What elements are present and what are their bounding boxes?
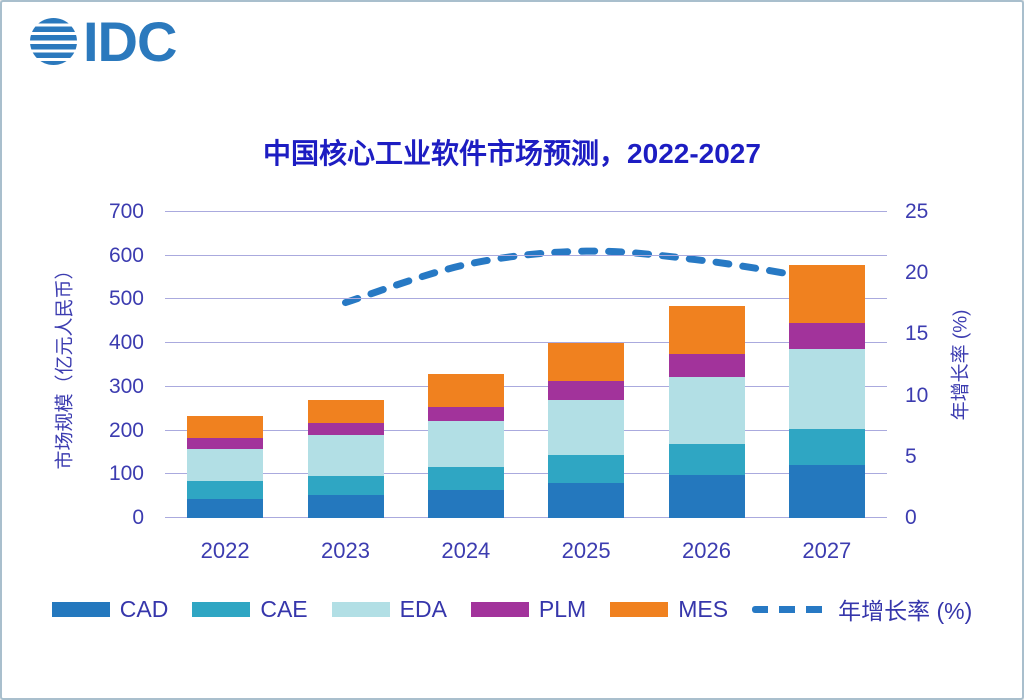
legend-item-mes: MES xyxy=(610,596,728,623)
y-axis-tick-left: 100 xyxy=(108,462,144,486)
legend-swatch-cad xyxy=(51,601,110,617)
bar-segment-cad-2024 xyxy=(427,489,504,518)
bar-segment-mes-2025 xyxy=(548,343,625,382)
bar-segment-cae-2025 xyxy=(548,454,625,484)
legend-label: 年增长率 (%) xyxy=(838,598,973,624)
bar-segment-cad-2026 xyxy=(668,475,745,518)
legend-label: CAD xyxy=(119,595,169,622)
y-axis-tick-right: 20 xyxy=(905,261,929,285)
gridline xyxy=(165,254,887,256)
bar-segment-cad-2023 xyxy=(307,495,384,518)
bar-segment-eda-2027 xyxy=(788,349,865,430)
bar-segment-eda-2024 xyxy=(427,421,504,467)
plot-area xyxy=(165,211,887,518)
bar-segment-plm-2023 xyxy=(307,423,384,435)
bar-segment-cad-2025 xyxy=(548,483,625,518)
legend-label: EDA xyxy=(399,595,447,622)
y-axis-tick-left: 400 xyxy=(108,331,144,355)
x-axis-label-2026: 2026 xyxy=(682,538,731,563)
legend-swatch-cae xyxy=(192,601,251,617)
legend-dashed-line-icon xyxy=(752,605,829,613)
y-axis-tick-right: 15 xyxy=(905,322,929,346)
bar-segment-plm-2026 xyxy=(668,354,745,377)
gridline xyxy=(165,517,887,518)
y-axis-tick-left: 500 xyxy=(108,287,144,311)
bar-2025 xyxy=(548,343,625,518)
gridline xyxy=(165,342,887,344)
legend-item-cae: CAE xyxy=(192,595,308,623)
bar-segment-plm-2025 xyxy=(548,381,625,401)
x-axis-label-2022: 2022 xyxy=(200,538,250,563)
bar-segment-plm-2022 xyxy=(187,437,264,449)
bar-segment-mes-2026 xyxy=(668,306,745,355)
y-axis-tick-right: 25 xyxy=(905,200,929,223)
legend-swatch-mes xyxy=(610,601,669,617)
legend-item-cad: CAD xyxy=(51,595,169,623)
legend-item-plm: PLM xyxy=(470,595,587,623)
idc-logo: IDC xyxy=(30,10,177,73)
bar-2022 xyxy=(187,416,264,518)
gridline xyxy=(165,429,887,431)
bar-segment-cae-2024 xyxy=(427,466,504,490)
y-axis-tick-right: 10 xyxy=(905,383,929,407)
legend-item-growth-rate: 年增长率 (%) xyxy=(752,592,972,626)
y-axis-tick-right: 0 xyxy=(905,506,917,529)
y-axis-tick-left: 0 xyxy=(132,506,144,529)
y-axis-tick-right: 5 xyxy=(905,444,917,468)
x-axis-label-2025: 2025 xyxy=(561,538,611,563)
bar-segment-cae-2023 xyxy=(307,476,384,496)
x-axis-label-2023: 2023 xyxy=(321,538,370,563)
y-axis-tick-left: 700 xyxy=(108,200,144,223)
legend-item-eda: EDA xyxy=(331,595,447,623)
gridline xyxy=(165,473,887,475)
growth-rate-line xyxy=(342,247,831,307)
gridline xyxy=(165,385,887,387)
bar-segment-plm-2024 xyxy=(427,407,504,422)
growth-rate-line-path xyxy=(342,247,831,307)
x-axis-label-2027: 2027 xyxy=(802,538,852,563)
bar-segment-eda-2023 xyxy=(307,434,384,477)
gridline xyxy=(165,298,887,300)
bar-2027 xyxy=(788,264,865,518)
bar-2023 xyxy=(307,399,384,518)
y-axis-tick-left: 600 xyxy=(108,243,144,267)
bar-segment-cae-2022 xyxy=(187,480,264,499)
bar-2026 xyxy=(668,306,745,518)
logo-text: IDC xyxy=(83,10,177,73)
chart-title: 中国核心工业软件市场预测，2022-2027 xyxy=(263,138,761,169)
bar-segment-cae-2027 xyxy=(788,429,865,466)
y-axis-tick-left: 200 xyxy=(108,418,144,442)
bar-segment-mes-2027 xyxy=(788,264,865,323)
idc-globe-icon xyxy=(30,18,77,65)
legend: CAD CAE EDA PLM MES 年增长率 (%) xyxy=(2,592,1022,626)
bar-segment-mes-2024 xyxy=(427,374,504,407)
x-axis-label-2024: 2024 xyxy=(441,538,491,563)
gridline xyxy=(165,211,887,212)
bar-segment-eda-2025 xyxy=(548,400,625,455)
y-axis-tick-left: 300 xyxy=(108,374,144,398)
left-axis-title: 市场规模（亿元人民币） xyxy=(54,260,76,470)
bar-segment-plm-2027 xyxy=(788,322,865,350)
bar-2024 xyxy=(427,374,504,518)
bar-segment-cad-2027 xyxy=(788,465,865,518)
legend-swatch-plm xyxy=(470,601,529,617)
bar-segment-eda-2026 xyxy=(668,376,745,444)
bar-segment-cad-2022 xyxy=(187,498,264,518)
legend-label: MES xyxy=(678,595,729,622)
legend-label: CAE xyxy=(260,595,308,622)
legend-label: PLM xyxy=(538,595,587,622)
legend-swatch-eda xyxy=(331,601,390,617)
bar-segment-eda-2022 xyxy=(187,448,264,481)
bar-segment-mes-2022 xyxy=(187,416,264,438)
bar-segment-mes-2023 xyxy=(307,399,384,424)
bar-segment-cae-2026 xyxy=(668,443,745,476)
